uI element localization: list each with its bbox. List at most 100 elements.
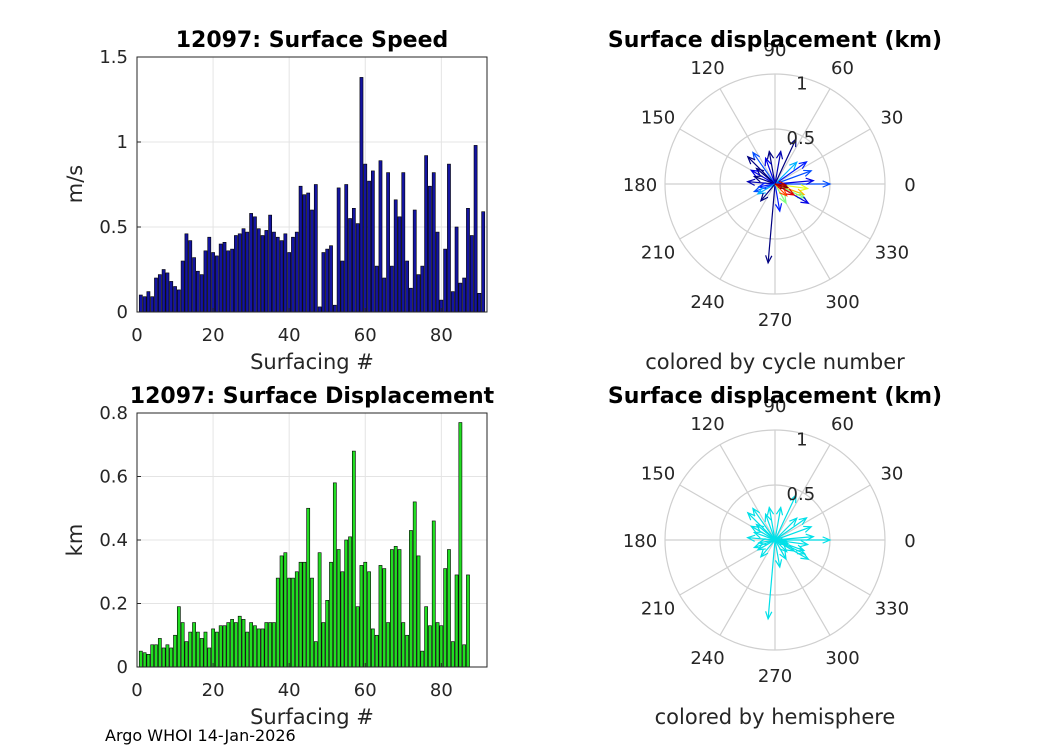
cycle-arrow (750, 169, 776, 185)
hemisphere-arrow (768, 507, 776, 541)
displacement-bar (161, 647, 166, 668)
hemisphere-arrow (750, 525, 776, 541)
displacement-ylabel: km (63, 524, 87, 557)
cycle-angle-label: 210 (641, 243, 675, 264)
hemisphere-arrowhead (746, 534, 756, 542)
speed-bar (234, 235, 238, 313)
speed-bar (348, 218, 352, 313)
displacement-bar (199, 638, 204, 668)
speed-bar (382, 277, 387, 313)
speed-bar (215, 255, 219, 313)
hemisphere-angle-label: 300 (825, 648, 859, 669)
hemisphere-arrow (756, 523, 776, 541)
hemisphere-arrow (774, 536, 814, 541)
displacement-bar (230, 619, 234, 668)
cycle-arrow (754, 175, 776, 185)
displacement-bar (226, 622, 231, 668)
hemisphere-arrow (774, 539, 781, 568)
speed-bar (332, 304, 337, 313)
displacement-bar (237, 615, 242, 668)
speed-bar (226, 250, 231, 313)
cycle-arrowhead (746, 155, 756, 165)
speed-bar (207, 236, 212, 313)
displacement-bar (176, 606, 181, 668)
cycle-angle-label: 270 (758, 310, 792, 331)
cycle-arrow (757, 183, 776, 195)
hemisphere-angle-label: 330 (875, 599, 909, 620)
speed-xtick-label: 40 (278, 325, 301, 346)
speed-title: 12097: Surface Speed (176, 28, 449, 53)
displacement-bar (462, 644, 467, 668)
displacement-bar (180, 622, 185, 668)
hemisphere-radius-label: 1 (796, 430, 807, 451)
displacement-bar (382, 568, 387, 668)
displacement-bar (234, 622, 238, 668)
cycle-angle-label: 180 (623, 175, 657, 196)
hemisphere-angle-label: 60 (831, 414, 854, 435)
speed-bar (344, 184, 349, 313)
cycle-angle-label: 300 (825, 292, 859, 313)
cycle-angle-label: 330 (875, 243, 909, 264)
cycle-arrowhead (752, 151, 761, 161)
displacement-bar (348, 536, 352, 668)
hemisphere-arrow (752, 508, 776, 541)
speed-bar (157, 274, 162, 313)
speed-ytick-label: 1 (117, 132, 128, 153)
displacement-bar (374, 634, 379, 668)
cycle-arrowhead (798, 161, 808, 170)
speed-bar (298, 185, 303, 313)
displacement-bar (241, 619, 246, 668)
hemisphere-arrowhead (803, 525, 813, 533)
hemisphere-arrowhead (778, 536, 788, 544)
speed-bar (275, 236, 280, 313)
hemisphere-arrow (774, 507, 782, 541)
speed-bar (477, 292, 482, 313)
hemisphere-arrowhead (755, 523, 765, 532)
speed-bar (462, 277, 467, 313)
speed-bar (329, 245, 333, 313)
displacement-bar (173, 634, 177, 668)
speed-bar (302, 194, 307, 313)
displacement-ytick-label: 0.8 (99, 403, 128, 424)
cycle-spoke (719, 88, 776, 185)
speed-bar (378, 160, 383, 313)
hemisphere-arrow (757, 539, 776, 551)
cycle-arrows (746, 137, 832, 265)
speed-bar (481, 211, 486, 313)
cycle-spoke (774, 88, 831, 185)
cycle-angle-label: 240 (690, 292, 724, 313)
speed-bar (142, 296, 147, 313)
displacement-bar (386, 622, 390, 668)
displacement-bar (196, 631, 200, 668)
cycle-arrowhead (759, 193, 769, 203)
speed-bar (294, 231, 299, 313)
cycle-arrowhead (752, 175, 763, 183)
cycle-arrowhead (775, 149, 784, 160)
cycle-arrowhead (786, 188, 796, 196)
hemisphere-arrow (774, 517, 798, 541)
hemisphere-arrow (767, 539, 776, 619)
hemisphere-arrowhead (749, 525, 760, 533)
hemisphere-spoke (719, 539, 776, 636)
cycle-arrowhead (822, 180, 832, 188)
speed-bar (371, 170, 375, 313)
speed-bar (336, 187, 341, 313)
speed-bars (138, 77, 486, 313)
cycle-arrowhead (755, 167, 765, 176)
speed-bar (306, 192, 311, 313)
cycle-arrowhead (749, 169, 760, 177)
displacement-bar (329, 561, 333, 668)
speed-xtick-label: 0 (131, 325, 142, 346)
cycle-arrow (754, 183, 776, 193)
displacement-bar (397, 549, 402, 668)
displacement-bar (371, 628, 375, 668)
displacement-bar (412, 501, 417, 668)
displacement-bar (222, 625, 227, 668)
speed-bar (199, 274, 204, 313)
speed-bar (264, 230, 269, 313)
cycle-arrow (774, 161, 807, 185)
speed-bar (188, 240, 193, 313)
cycle-radius-label: 1 (796, 74, 807, 95)
speed-bar (416, 274, 421, 313)
cycle-arrow (747, 181, 776, 185)
